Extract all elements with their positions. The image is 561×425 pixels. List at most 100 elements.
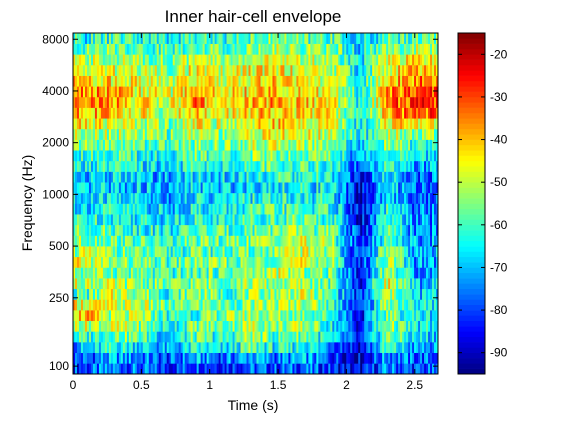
heatmap-cell bbox=[412, 118, 415, 130]
heatmap-cell bbox=[286, 96, 289, 108]
heatmap-cell bbox=[110, 331, 114, 343]
heatmap-cell bbox=[76, 224, 80, 236]
heatmap-cell bbox=[336, 86, 339, 98]
heatmap-cell bbox=[396, 320, 399, 332]
heatmap-cell bbox=[404, 299, 407, 311]
heatmap-cell bbox=[346, 224, 349, 236]
heatmap-cell bbox=[128, 363, 132, 375]
heatmap-cell bbox=[158, 214, 162, 226]
heatmap-cell bbox=[328, 224, 331, 236]
heatmap-cell bbox=[112, 118, 116, 130]
heatmap-cell bbox=[96, 288, 100, 300]
heatmap-cell bbox=[286, 331, 289, 343]
heatmap-cell bbox=[82, 75, 86, 87]
heatmap-cell bbox=[308, 342, 311, 353]
heatmap-cell bbox=[398, 310, 401, 322]
heatmap-cell bbox=[282, 278, 285, 290]
heatmap-cell bbox=[214, 256, 217, 268]
heatmap-cell bbox=[396, 278, 399, 290]
heatmap-cell bbox=[188, 235, 191, 247]
heatmap-cell bbox=[182, 267, 185, 279]
heatmap-cell bbox=[320, 331, 323, 343]
heatmap-cell bbox=[198, 150, 201, 162]
heatmap-cell bbox=[166, 310, 170, 322]
heatmap-cell bbox=[414, 182, 417, 194]
heatmap-cell bbox=[190, 192, 193, 204]
heatmap-cell bbox=[142, 128, 146, 140]
heatmap-cell bbox=[144, 331, 148, 343]
heatmap-cell bbox=[348, 246, 351, 258]
heatmap-cell bbox=[378, 224, 381, 236]
heatmap-cell bbox=[396, 107, 399, 119]
heatmap-cell bbox=[184, 182, 187, 194]
heatmap-cell bbox=[230, 128, 233, 140]
heatmap-cell bbox=[190, 203, 193, 215]
heatmap-cell bbox=[106, 267, 110, 279]
heatmap-cell bbox=[360, 235, 363, 247]
heatmap-cell bbox=[332, 267, 335, 279]
heatmap-cell bbox=[228, 235, 231, 247]
heatmap-cell bbox=[392, 214, 395, 226]
heatmap-cell bbox=[430, 331, 433, 343]
heatmap-cell bbox=[120, 267, 124, 279]
heatmap-cell bbox=[334, 150, 337, 162]
heatmap-cell bbox=[348, 139, 351, 151]
heatmap-cell bbox=[230, 182, 233, 194]
heatmap-cell bbox=[270, 139, 273, 151]
heatmap-cell bbox=[152, 214, 156, 226]
heatmap-cell bbox=[342, 320, 345, 332]
heatmap-cell bbox=[412, 267, 415, 279]
heatmap-cell bbox=[104, 342, 108, 353]
heatmap-cell bbox=[130, 160, 134, 172]
heatmap-cell bbox=[212, 118, 215, 130]
heatmap-cell bbox=[90, 246, 94, 258]
heatmap-cell bbox=[324, 182, 327, 194]
heatmap-cell bbox=[74, 96, 78, 108]
heatmap-cell bbox=[330, 246, 333, 258]
heatmap-cell bbox=[248, 214, 251, 226]
heatmap-cell bbox=[262, 224, 265, 236]
heatmap-cell bbox=[90, 310, 94, 322]
heatmap-cell bbox=[402, 224, 405, 236]
heatmap-cell bbox=[252, 118, 255, 130]
heatmap-cell bbox=[222, 86, 225, 98]
heatmap-cell bbox=[302, 192, 305, 204]
heatmap-cell bbox=[262, 182, 265, 194]
heatmap-cell bbox=[92, 235, 96, 247]
heatmap-cell bbox=[122, 86, 126, 98]
heatmap-cell bbox=[328, 128, 331, 140]
heatmap-cell bbox=[194, 128, 197, 140]
heatmap-cell bbox=[374, 118, 377, 130]
heatmap-cell bbox=[73, 310, 76, 322]
heatmap-cell bbox=[274, 256, 277, 268]
heatmap-cell bbox=[126, 182, 130, 194]
heatmap-cell bbox=[228, 214, 231, 226]
heatmap-cell bbox=[278, 182, 281, 194]
heatmap-cell bbox=[124, 139, 128, 151]
heatmap-cell bbox=[416, 224, 419, 236]
heatmap-cell bbox=[172, 224, 176, 236]
heatmap-cell bbox=[188, 224, 191, 236]
heatmap-cell bbox=[334, 203, 337, 215]
heatmap-cell bbox=[358, 363, 361, 375]
heatmap-cell bbox=[276, 288, 279, 300]
heatmap-cell bbox=[362, 128, 365, 140]
heatmap-cell bbox=[266, 288, 269, 300]
heatmap-cell bbox=[416, 342, 419, 353]
heatmap-cell bbox=[408, 267, 411, 279]
heatmap-cell bbox=[186, 224, 189, 236]
heatmap-cell bbox=[210, 96, 213, 108]
heatmap-cell bbox=[246, 203, 249, 215]
heatmap-cell bbox=[284, 267, 287, 279]
heatmap-cell bbox=[426, 278, 429, 290]
heatmap-cell bbox=[392, 310, 395, 322]
heatmap-cell bbox=[138, 214, 142, 226]
heatmap-cell bbox=[386, 256, 389, 268]
heatmap-cell bbox=[256, 256, 259, 268]
heatmap-cell bbox=[306, 256, 309, 268]
heatmap-cell bbox=[84, 235, 88, 247]
heatmap-cell bbox=[266, 118, 269, 130]
heatmap-cell bbox=[136, 363, 140, 375]
heatmap-cell bbox=[176, 160, 180, 172]
heatmap-cell bbox=[188, 352, 191, 364]
